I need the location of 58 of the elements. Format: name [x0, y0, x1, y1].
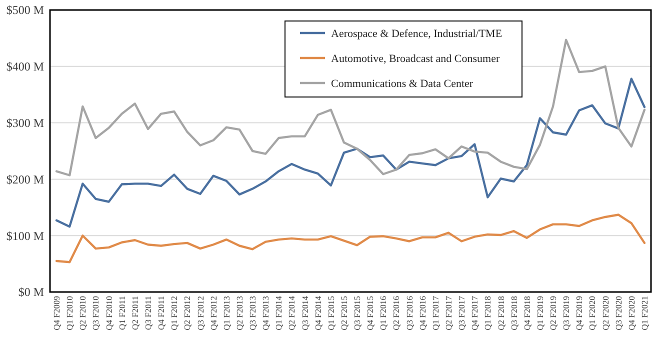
x-tick-label: Q2 F2014 [286, 295, 297, 330]
x-tick-label: Q3 F2016 [404, 296, 414, 330]
x-tick-label: Q4 F2010 [104, 296, 114, 330]
x-tick-label: Q4 F2020 [626, 296, 636, 330]
x-tick-label: Q3 F2017 [456, 296, 467, 330]
x-tick-label: Q1 F2019 [534, 296, 545, 330]
x-tick-label: Q1 F2011 [116, 296, 127, 330]
x-tick-label: Q4 F2013 [260, 296, 271, 330]
x-tick-label: Q3 F2013 [248, 296, 258, 330]
x-tick-label: Q2 F2017 [443, 296, 454, 330]
x-tick-label: Q1 F2010 [64, 296, 75, 330]
x-tick-label: Q1 F2016 [378, 296, 388, 330]
x-tick-label: Q1 F2021 [639, 296, 650, 330]
x-tick-label: Q1 F2013 [221, 296, 232, 330]
x-tick-label: Q2 F2020 [600, 296, 610, 330]
y-tick-label: $200 M [6, 172, 44, 186]
x-tick-label: Q2 F2011 [130, 296, 140, 330]
x-tick-label: Q4 F2011 [156, 296, 166, 330]
x-tick-label: Q3 F2019 [561, 296, 572, 330]
x-tick-label: Q2 F2010 [78, 296, 88, 330]
x-tick-label: Q1 F2018 [482, 296, 493, 330]
x-tick-label: Q2 F2018 [496, 296, 506, 330]
line-series [55, 214, 646, 264]
x-tick-label: Q3 F2015 [352, 296, 362, 330]
y-tick-label: $100 M [6, 228, 44, 243]
x-tick-label: Q4 F2018 [522, 296, 532, 330]
x-tick-label: Q2 F2016 [391, 296, 402, 330]
x-tick-label: Q3 F2012 [195, 296, 206, 330]
x-tick-label: Q4 F2016 [417, 296, 428, 330]
x-tick-label: Q1 F2017 [430, 296, 440, 330]
x-tick-label: Q4 F2015 [365, 296, 376, 330]
y-tick-label: $500 M [6, 3, 44, 18]
y-tick-label: $300 M [6, 116, 44, 130]
x-tick-label: Q1 F2015 [326, 296, 336, 330]
legend-label: Aerospace & Defence, Industrial/TME [331, 28, 502, 40]
x-tick-label: Q4 F2019 [574, 296, 584, 330]
line-series [55, 78, 646, 228]
x-tick-label: Q3 F2020 [613, 296, 624, 330]
x-tick-label: Q3 F2011 [142, 296, 153, 330]
x-tick-label: Q1 F2012 [169, 296, 180, 330]
x-tick-label: Q2 F2019 [548, 296, 558, 330]
y-tick-label: $0 M [18, 285, 44, 300]
x-tick-label: Q2 F2013 [234, 296, 244, 330]
y-tick-label: $400 M [6, 60, 44, 74]
x-tick-label: Q4 F2012 [208, 296, 218, 330]
legend-label: Communications & Data Center [331, 78, 474, 90]
x-tick-label: Q4 F2017 [470, 296, 480, 330]
x-tick-label: Q4 F2009 [52, 296, 62, 330]
x-tick-label: Q3 F2010 [90, 296, 101, 330]
line-series [55, 38, 646, 176]
x-tick-label: Q4 F2014 [312, 295, 323, 330]
x-tick-label: Q3 F2014 [300, 295, 310, 330]
legend-label: Automotive, Broadcast and Consumer [331, 52, 500, 65]
x-tick-label: Q1 F2014 [274, 295, 284, 330]
x-tick-label: Q1 F2020 [587, 296, 598, 330]
x-tick-label: Q2 F2015 [338, 296, 349, 330]
x-tick-label: Q3 F2018 [508, 296, 519, 330]
x-tick-label: Q2 F2012 [182, 296, 192, 330]
